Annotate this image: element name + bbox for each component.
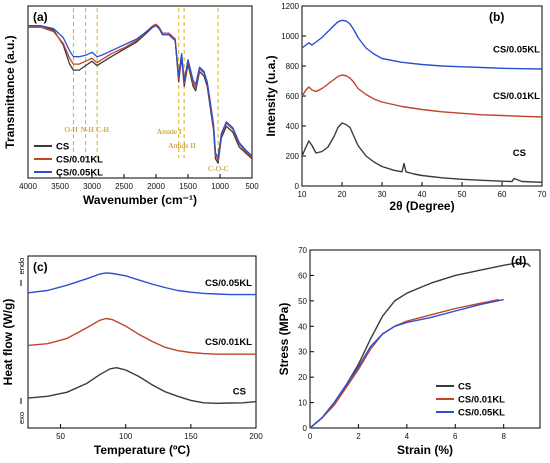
y-axis-label: Transmittance (a.u.) bbox=[3, 35, 17, 148]
panel-b: 10 20 30 40 50 60 70 0 200 400 600 800 1000 1200 CS/0.… bbox=[264, 2, 547, 213]
x-tick-label: 1000 bbox=[211, 182, 229, 191]
plot-frame bbox=[309, 249, 541, 429]
x-tick-label: 1500 bbox=[179, 182, 197, 191]
y-tick-label: 600 bbox=[286, 92, 300, 101]
legend-label: CS bbox=[56, 142, 69, 153]
y-tick-label: 30 bbox=[298, 348, 307, 357]
y-tick-label: 50 bbox=[298, 297, 307, 306]
y-tick-label: 200 bbox=[286, 152, 300, 161]
exo-label: exo bbox=[17, 412, 26, 424]
series-line-cs-0-05kl bbox=[28, 25, 253, 158]
panel-label: (a) bbox=[33, 10, 48, 24]
x-tick-label: 200 bbox=[249, 432, 263, 441]
x-tick-label: 30 bbox=[378, 190, 387, 199]
y-axis-label: Stress (MPa) bbox=[277, 303, 291, 376]
panel-d: 0 2 4 6 8 0 10 20 30 40 50 60 70 CS CS/0.01KL CS/0.05KL… bbox=[277, 246, 541, 457]
x-tick-label: 50 bbox=[458, 190, 467, 199]
x-tick-label: 2000 bbox=[147, 182, 165, 191]
x-tick-label: 500 bbox=[245, 182, 259, 191]
legend-label: CS/0.01KL bbox=[458, 395, 505, 406]
series-line-cs-0-01kl bbox=[28, 23, 253, 161]
x-tick-label: 40 bbox=[418, 190, 427, 199]
endo-label: endo bbox=[17, 258, 26, 275]
y-tick-label: 400 bbox=[286, 122, 300, 131]
x-axis-label: 2θ (Degree) bbox=[389, 199, 454, 213]
panel-label: (c) bbox=[33, 260, 48, 274]
x-tick-label: 4 bbox=[405, 432, 410, 441]
series-line-cs-0-01kl bbox=[301, 74, 543, 118]
annotation-label: C-O-C bbox=[208, 164, 228, 173]
x-tick-label: 8 bbox=[501, 432, 506, 441]
y-tick-label: 20 bbox=[298, 373, 307, 382]
x-tick-label: 2 bbox=[356, 432, 361, 441]
y-tick-label: 800 bbox=[286, 62, 300, 71]
y-tick-label: 0 bbox=[295, 182, 300, 191]
x-tick-label: 50 bbox=[56, 432, 65, 441]
x-tick-label: 150 bbox=[184, 432, 198, 441]
y-tick-label: 1200 bbox=[281, 2, 299, 11]
y-tick-label: 0 bbox=[303, 424, 308, 433]
x-tick-label: 0 bbox=[308, 432, 313, 441]
series-line-cs bbox=[301, 122, 543, 183]
legend-label: CS bbox=[458, 382, 471, 393]
series-label: CS bbox=[233, 387, 246, 398]
legend-label: CS/0.01KL bbox=[56, 155, 103, 166]
panel-label: (b) bbox=[489, 10, 504, 24]
x-tick-label: 3500 bbox=[51, 182, 69, 191]
panel-label: (d) bbox=[511, 254, 526, 268]
series-label: CS/0.05KL bbox=[493, 45, 540, 56]
annotation-label: Amide I bbox=[157, 127, 182, 136]
series-line-cs bbox=[27, 367, 257, 404]
x-tick-label: 70 bbox=[538, 190, 547, 199]
x-tick-label: 6 bbox=[453, 432, 458, 441]
x-tick-label: 100 bbox=[119, 432, 133, 441]
x-axis-label: Wavenumber (cm⁻¹) bbox=[83, 193, 197, 207]
legend-label: CS/0.05KL bbox=[458, 408, 505, 419]
legend-label: CS/0.05KL bbox=[56, 168, 103, 179]
x-tick-label: 2500 bbox=[115, 182, 133, 191]
panel-c: 50 100 150 200 CS/0.05KL CS/0.01KL CS endo exo Te… bbox=[1, 255, 263, 457]
plot-frame bbox=[27, 255, 257, 429]
series-label: CS/0.05KL bbox=[205, 278, 252, 289]
series-label: CS/0.01KL bbox=[493, 91, 540, 102]
x-tick-label: 20 bbox=[338, 190, 347, 199]
series-line-cs-0-01kl bbox=[27, 317, 256, 355]
x-axis-label: Temperature (ºC) bbox=[94, 443, 190, 457]
y-axis-label: Intensity (u.a.) bbox=[264, 55, 278, 136]
series-label: CS/0.01KL bbox=[205, 337, 252, 348]
annotation-label: O-H bbox=[64, 125, 78, 134]
annotation-label: N-H bbox=[81, 125, 95, 134]
y-tick-label: 70 bbox=[298, 246, 307, 255]
y-tick-label: 1000 bbox=[281, 32, 299, 41]
annotation-label: Amide II bbox=[168, 141, 196, 150]
x-tick-label: 3000 bbox=[83, 182, 101, 191]
y-axis-label: Heat flow (W/g) bbox=[1, 299, 15, 386]
panel-a: 4000 3500 3000 2500 2000 1500 1000 500 O-H N-H C-H… bbox=[3, 5, 259, 207]
series-label: CS bbox=[513, 148, 526, 159]
x-axis-label: Strain (%) bbox=[397, 443, 453, 457]
series-line-cs-0-05kl bbox=[301, 19, 543, 70]
x-tick-label: 60 bbox=[498, 190, 507, 199]
x-tick-label: 10 bbox=[298, 190, 307, 199]
y-tick-label: 60 bbox=[298, 271, 307, 280]
x-tick-label: 4000 bbox=[19, 182, 37, 191]
y-tick-label: 40 bbox=[298, 322, 307, 331]
annotation-label: C-H bbox=[96, 125, 110, 134]
series-line-cs-0-05kl bbox=[27, 272, 256, 296]
plot-frame bbox=[27, 5, 253, 179]
series-line-cs-0-05kl bbox=[309, 298, 504, 429]
y-tick-label: 10 bbox=[298, 399, 307, 408]
